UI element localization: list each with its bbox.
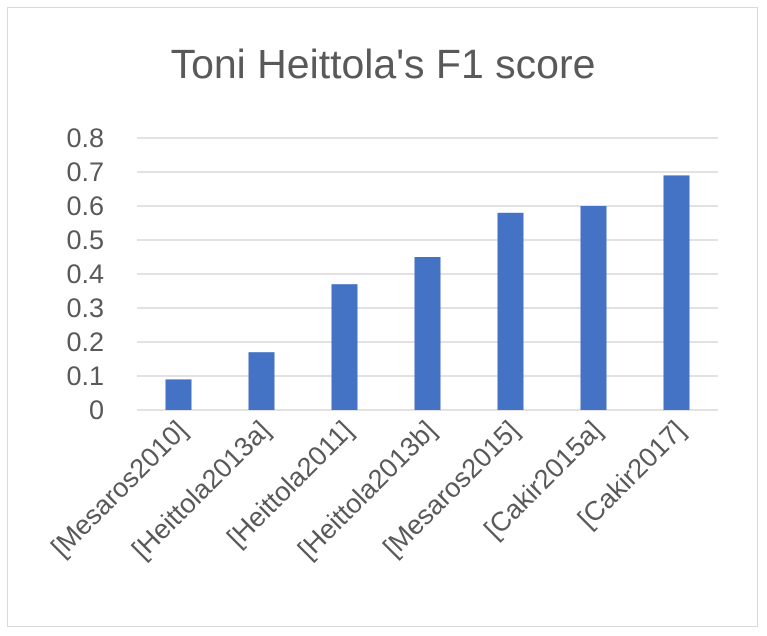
x-axis-ticks: [Mesaros2010][Heittola2013a][Heittola201… [45,415,691,565]
bar [580,206,607,410]
y-tick-label: 0.2 [66,327,104,357]
chart-title: Toni Heittola's F1 score [171,41,596,87]
y-tick-label: 0.8 [66,123,104,153]
bar [663,175,690,410]
y-tick-label: 0 [89,395,104,425]
y-tick-label: 0.5 [66,225,104,255]
bar [497,212,524,410]
bar [331,284,358,410]
bars [165,175,690,410]
chart-frame [7,7,758,627]
bar [248,352,275,410]
y-axis-ticks: 0 0.1 0.2 0.3 0.4 0.5 0.6 0.7 0.8 [66,123,104,425]
y-tick-label: 0.7 [66,157,104,187]
y-tick-label: 0.4 [66,259,104,289]
y-tick-label: 0.3 [66,293,104,323]
y-tick-label: 0.6 [66,191,104,221]
bar [165,379,192,410]
bar [414,257,441,410]
y-tick-label: 0.1 [66,361,104,391]
gridlines [137,137,718,411]
